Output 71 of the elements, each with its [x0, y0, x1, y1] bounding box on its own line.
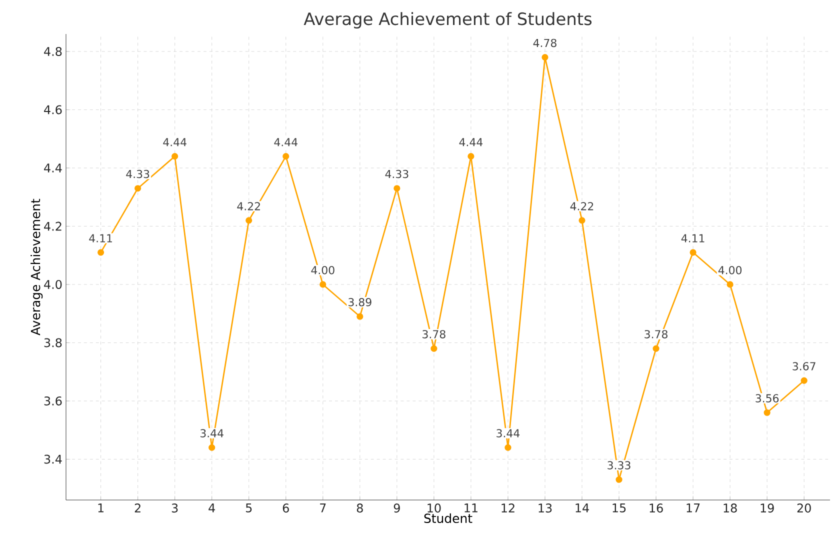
x-tick-label: 9 — [394, 504, 400, 513]
x-tick-label: 2 — [134, 504, 140, 512]
y-axis-title: Average Achievement — [30, 198, 43, 336]
x-tick-label: 12 — [502, 504, 514, 512]
data-label: 4.22 — [237, 202, 260, 210]
point — [800, 377, 808, 384]
y-tick-label: 4.4 — [44, 164, 62, 172]
point — [616, 476, 622, 483]
data-label: 4.00 — [311, 266, 334, 274]
point — [764, 409, 770, 416]
y-tick-label: 4.0 — [44, 280, 62, 289]
y-tick-label: 3.8 — [44, 338, 62, 348]
data-label: 4.22 — [570, 202, 594, 210]
x-tick-label: 5 — [246, 504, 252, 512]
point — [690, 249, 696, 256]
point — [134, 185, 142, 192]
data-label: 3.56 — [756, 394, 779, 402]
x-tick-label: 3 — [172, 504, 178, 513]
x-tick-label: 18 — [724, 504, 737, 513]
point — [726, 281, 734, 288]
point — [282, 153, 290, 160]
x-tick-label: 15 — [612, 504, 626, 512]
data-label: 4.33 — [385, 170, 408, 178]
x-tick-label: 16 — [650, 504, 663, 513]
point — [98, 249, 104, 256]
data-label: 4.44 — [163, 138, 186, 146]
point — [504, 444, 512, 451]
x-tick-label: 6 — [282, 504, 289, 513]
x-tick-label: 20 — [797, 504, 811, 513]
data-label: 4.11 — [89, 234, 112, 242]
x-tick-label: 19 — [760, 504, 774, 513]
point — [172, 153, 178, 160]
data-label: 3.78 — [422, 330, 446, 338]
point — [320, 281, 326, 288]
y-tick-label: 3.4 — [44, 454, 62, 464]
data-label: 3.33 — [608, 461, 630, 470]
point — [394, 185, 400, 192]
data-label: 3.89 — [348, 298, 372, 306]
point — [430, 345, 438, 352]
x-axis-title: Student — [424, 513, 472, 524]
point — [542, 54, 548, 61]
point — [246, 217, 252, 224]
y-tick-label: 4.8 — [44, 46, 62, 56]
x-tick-label: 14 — [576, 504, 589, 512]
data-label: 3.44 — [496, 429, 520, 438]
x-tick-label: 4 — [208, 504, 215, 512]
point — [578, 217, 586, 224]
data-label: 4.33 — [126, 170, 150, 178]
x-tick-label: 1 — [98, 504, 104, 512]
data-label: 4.44 — [459, 138, 483, 146]
data-label: 3.67 — [792, 362, 816, 370]
x-tick-label: 10 — [428, 504, 441, 513]
data-label: 4.11 — [681, 234, 704, 242]
point — [652, 345, 660, 352]
point — [468, 153, 474, 160]
x-tick-label: 7 — [320, 504, 326, 512]
data-label: 3.78 — [644, 330, 668, 338]
x-tick-label: 8 — [356, 504, 363, 513]
point — [208, 444, 216, 451]
y-tick-label: 3.6 — [44, 396, 62, 406]
y-tick-label: 4.2 — [44, 222, 62, 231]
x-tick-label: 17 — [686, 504, 700, 512]
data-label: 4.78 — [533, 38, 556, 48]
x-tick-label: 13 — [538, 504, 552, 513]
point — [356, 313, 364, 320]
data-label: 3.44 — [200, 429, 224, 438]
x-tick-label: 11 — [464, 504, 478, 512]
data-label: 4.44 — [274, 138, 298, 146]
y-tick-label: 4.6 — [44, 105, 62, 114]
chart-title: Average Achievement of Students — [304, 12, 592, 28]
data-label: 4.00 — [718, 266, 742, 274]
